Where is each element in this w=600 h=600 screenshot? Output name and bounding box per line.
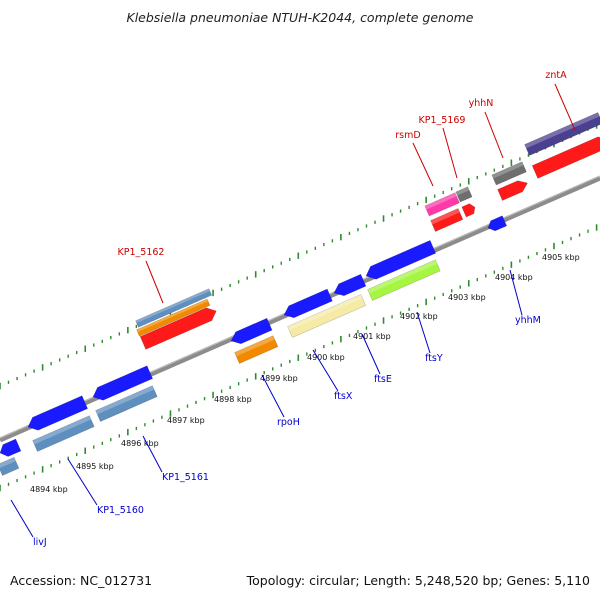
leader-line-livj bbox=[10, 499, 34, 538]
gene-label-rsmd[interactable]: rsmD bbox=[395, 130, 420, 141]
kp1-5169-feature bbox=[455, 186, 473, 203]
gene-label-yhhm[interactable]: yhhM bbox=[515, 315, 541, 326]
kp1-5160-feature-a bbox=[27, 395, 88, 431]
kp1-5169-cds bbox=[461, 203, 476, 218]
map-title: Klebsiella pneumoniae NTUH-K2044, comple… bbox=[127, 10, 474, 25]
leader-line-yhhm bbox=[509, 269, 523, 316]
yhhm-feature bbox=[487, 215, 508, 232]
livj-feature-b bbox=[0, 456, 20, 476]
gene-label-ftse[interactable]: ftsE bbox=[374, 374, 392, 385]
tick-label-4903: 4903 kbp bbox=[448, 293, 486, 302]
leader-line-ftsy bbox=[416, 311, 431, 354]
gene-label-ftsy[interactable]: ftsY bbox=[425, 353, 443, 364]
accession-text: Accession: NC_012731 bbox=[10, 573, 152, 588]
gene-label-layer: livJ KP1_5160 KP1_5161 rpoH ftsX ftsE ftsY yhhM… bbox=[10, 70, 576, 548]
gene-label-rpoh[interactable]: rpoH bbox=[277, 417, 300, 428]
leader-line-kp1-5160 bbox=[67, 458, 98, 506]
rpoh-feature-a bbox=[230, 317, 273, 345]
gene-label-yhhn[interactable]: yhhN bbox=[469, 98, 494, 109]
leader-line-kp1-5169 bbox=[442, 127, 458, 179]
kp1-5161-feature-a bbox=[92, 365, 153, 401]
kp1-5162-feature-b bbox=[136, 298, 211, 337]
reverse-tick-track bbox=[0, 224, 598, 492]
tick-label-4895: 4895 kbp bbox=[76, 462, 114, 471]
gene-label-kp1-5162[interactable]: KP1_5162 bbox=[118, 247, 165, 258]
kp1-5162-cds bbox=[139, 307, 217, 350]
tick-label-layer: 4894 kbp 4895 kbp 4896 kbp 4897 kbp 4898 kbp… bbox=[30, 253, 580, 494]
tick-label-4899: 4899 kbp bbox=[260, 374, 298, 383]
tick-label-4904: 4904 kbp bbox=[495, 273, 533, 282]
tick-label-4901: 4901 kbp bbox=[353, 332, 391, 341]
ftsx-feature-a bbox=[283, 288, 333, 319]
yhhn-cds bbox=[497, 180, 528, 201]
leader-line-ftsx bbox=[312, 349, 339, 392]
leader-line-yhhn bbox=[484, 111, 504, 159]
ftsy-feature-b bbox=[367, 259, 441, 301]
feature-layer bbox=[0, 112, 600, 476]
kp1-5162-feature-a bbox=[135, 288, 213, 328]
znta-feature bbox=[524, 112, 600, 156]
gene-label-ftsx[interactable]: ftsX bbox=[334, 391, 353, 402]
genome-summary-text: Topology: circular; Length: 5,248,520 bp… bbox=[246, 573, 590, 588]
gene-label-kp1-5169[interactable]: KP1_5169 bbox=[419, 115, 466, 126]
gene-label-znta[interactable]: zntA bbox=[545, 70, 567, 81]
gene-label-kp1-5161[interactable]: KP1_5161 bbox=[162, 472, 209, 483]
kp1-5160-feature-b bbox=[32, 415, 95, 452]
leader-line-rsmd bbox=[412, 142, 434, 187]
kp1-5161-feature-b bbox=[95, 385, 158, 422]
rsmd-cds bbox=[430, 208, 464, 232]
tick-label-4897: 4897 kbp bbox=[167, 416, 205, 425]
znta-cds bbox=[531, 136, 600, 179]
gene-label-kp1-5160[interactable]: KP1_5160 bbox=[97, 505, 144, 516]
tick-label-4898: 4898 kbp bbox=[214, 395, 252, 404]
tick-label-4896: 4896 kbp bbox=[121, 439, 159, 448]
gene-label-livj[interactable]: livJ bbox=[33, 537, 47, 548]
ftse-feature bbox=[333, 273, 367, 297]
rsmd-feature bbox=[424, 192, 460, 217]
yhhn-feature bbox=[491, 161, 527, 186]
tick-label-4905: 4905 kbp bbox=[542, 253, 580, 262]
ftsx-feature-b bbox=[287, 294, 367, 338]
leader-line-kp1-5161 bbox=[142, 435, 163, 473]
tick-label-4894: 4894 kbp bbox=[30, 485, 68, 494]
leader-line-znta bbox=[554, 83, 576, 131]
leader-line-kp1-5162 bbox=[145, 260, 164, 304]
rpoh-feature-b bbox=[234, 335, 279, 364]
ftsy-feature-a bbox=[365, 240, 437, 280]
leader-line-ftse bbox=[361, 333, 381, 375]
forward-tick-track bbox=[0, 122, 598, 390]
livj-feature-a bbox=[0, 438, 22, 457]
tick-label-4900: 4900 kbp bbox=[307, 353, 345, 362]
leader-line-rpoh bbox=[261, 374, 285, 418]
